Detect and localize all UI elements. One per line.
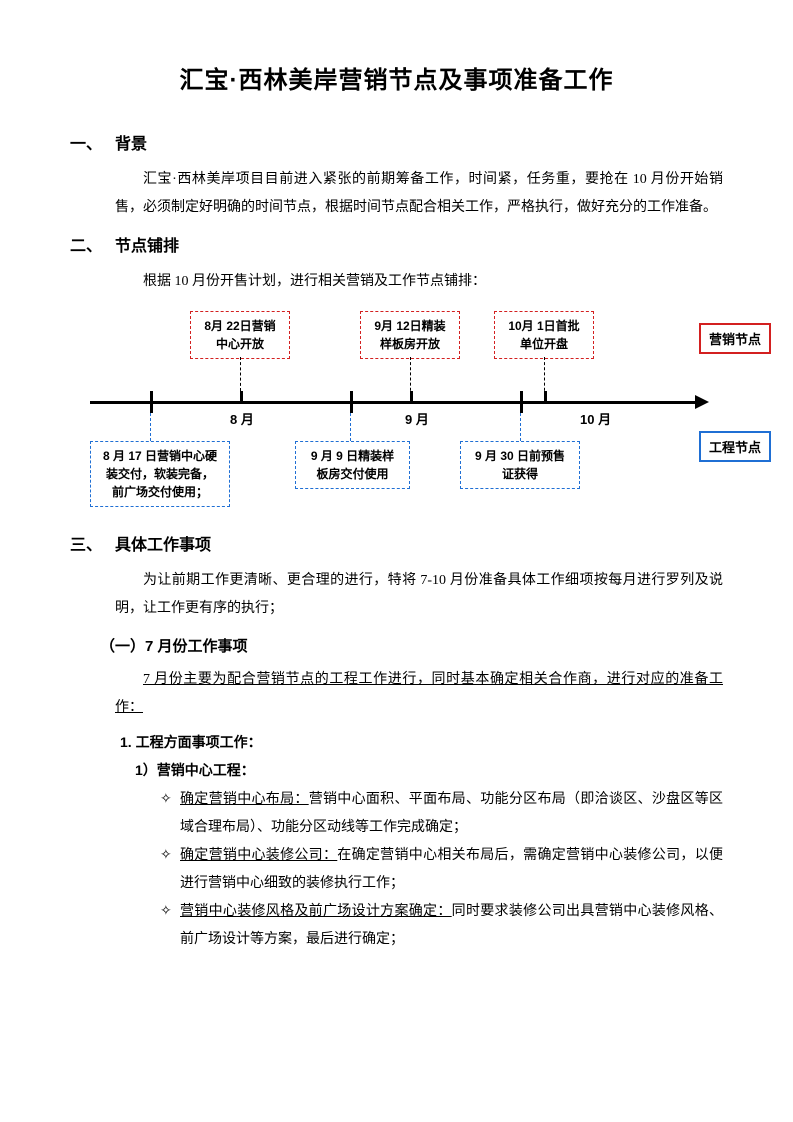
axis-arrow [695,395,709,409]
july-g1-num: 1. [120,734,132,750]
month-9: 9 月 [405,409,429,428]
connector-e1 [150,413,152,441]
section-2-heading: 二、节点铺排 [70,232,723,256]
july-g1: 1. 工程方面事项工作： [120,732,723,752]
section-2-num: 二、 [70,232,115,256]
july-item-2-lead: 确定营销中心装修公司： [180,848,337,863]
legend-marketing: 营销节点 [699,323,771,354]
section-3-num: 三、 [70,531,115,555]
july-g1a-title: 营销中心工程： [157,762,255,778]
july-g1a: 1）营销中心工程： [135,760,723,780]
july-item-1-text: 确定营销中心布局：营销中心面积、平面布局、功能分区布局（即洽谈区、沙盘区等区域合… [180,786,723,842]
july-item-2-text: 确定营销中心装修公司：在确定营销中心相关布局后，需确定营销中心装修公司，以便进行… [180,842,723,898]
july-heading: （一）7 月份工作事项 [100,635,723,656]
connector-e3 [520,413,522,441]
diamond-icon: ✧ [160,842,180,898]
tick-1 [150,391,153,413]
eng-box-2: 9 月 9 日精装样板房交付使用 [295,441,410,489]
section-3-para: 为让前期工作更清晰、更合理的进行，特将 7-10 月份准备具体工作细项按每月进行… [115,567,723,623]
tick-4 [410,391,413,403]
section-1-title: 背景 [115,136,147,153]
section-2-para: 根据 10 月份开售计划，进行相关营销及工作节点铺排： [115,268,723,296]
july-item-3-lead: 营销中心装修风格及前广场设计方案确定： [180,904,452,919]
timeline-diagram: 8月 22日营销中心开放 9月 12日精装样板房开放 10月 1日首批单位开盘 … [90,311,723,511]
july-g1-title: 工程方面事项工作： [136,734,262,750]
tick-2 [240,391,243,403]
connector-e2 [350,413,352,441]
july-item-3-text: 营销中心装修风格及前广场设计方案确定：同时要求装修公司出具营销中心装修风格、前广… [180,898,723,954]
marketing-box-3: 10月 1日首批单位开盘 [494,311,594,359]
eng-box-1: 8 月 17 日营销中心硬装交付，软装完备，前广场交付使用； [90,441,230,507]
diamond-icon: ✧ [160,786,180,842]
eng-box-3: 9 月 30 日前预售证获得 [460,441,580,489]
section-1-num: 一、 [70,130,115,154]
marketing-box-2: 9月 12日精装样板房开放 [360,311,460,359]
marketing-box-1: 8月 22日营销中心开放 [190,311,290,359]
section-2-title: 节点铺排 [115,238,179,255]
july-intro: 7 月份主要为配合营销节点的工程工作进行，同时基本确定相关合作商，进行对应的准备… [115,666,723,722]
tick-3 [350,391,353,413]
page-title: 汇宝·西林美岸营销节点及事项准备工作 [70,60,723,95]
july-item-3: ✧ 营销中心装修风格及前广场设计方案确定：同时要求装修公司出具营销中心装修风格、… [160,898,723,954]
month-8: 8 月 [230,409,254,428]
july-g1a-num: 1） [135,762,157,778]
section-3-heading: 三、具体工作事项 [70,531,723,555]
axis-line [90,401,695,404]
july-item-1: ✧ 确定营销中心布局：营销中心面积、平面布局、功能分区布局（即洽谈区、沙盘区等区… [160,786,723,842]
month-10: 10 月 [580,409,611,428]
legend-engineering: 工程节点 [699,431,771,462]
july-item-2: ✧ 确定营销中心装修公司：在确定营销中心相关布局后，需确定营销中心装修公司，以便… [160,842,723,898]
tick-6 [544,391,547,403]
diamond-icon: ✧ [160,898,180,954]
july-item-1-lead: 确定营销中心布局： [180,792,309,807]
connector-m1 [240,357,242,391]
tick-5 [520,391,523,413]
section-1-heading: 一、背景 [70,130,723,154]
section-3-title: 具体工作事项 [115,537,211,554]
section-1-para: 汇宝·西林美岸项目目前进入紧张的前期筹备工作，时间紧，任务重，要抢在 10 月份… [115,166,723,222]
